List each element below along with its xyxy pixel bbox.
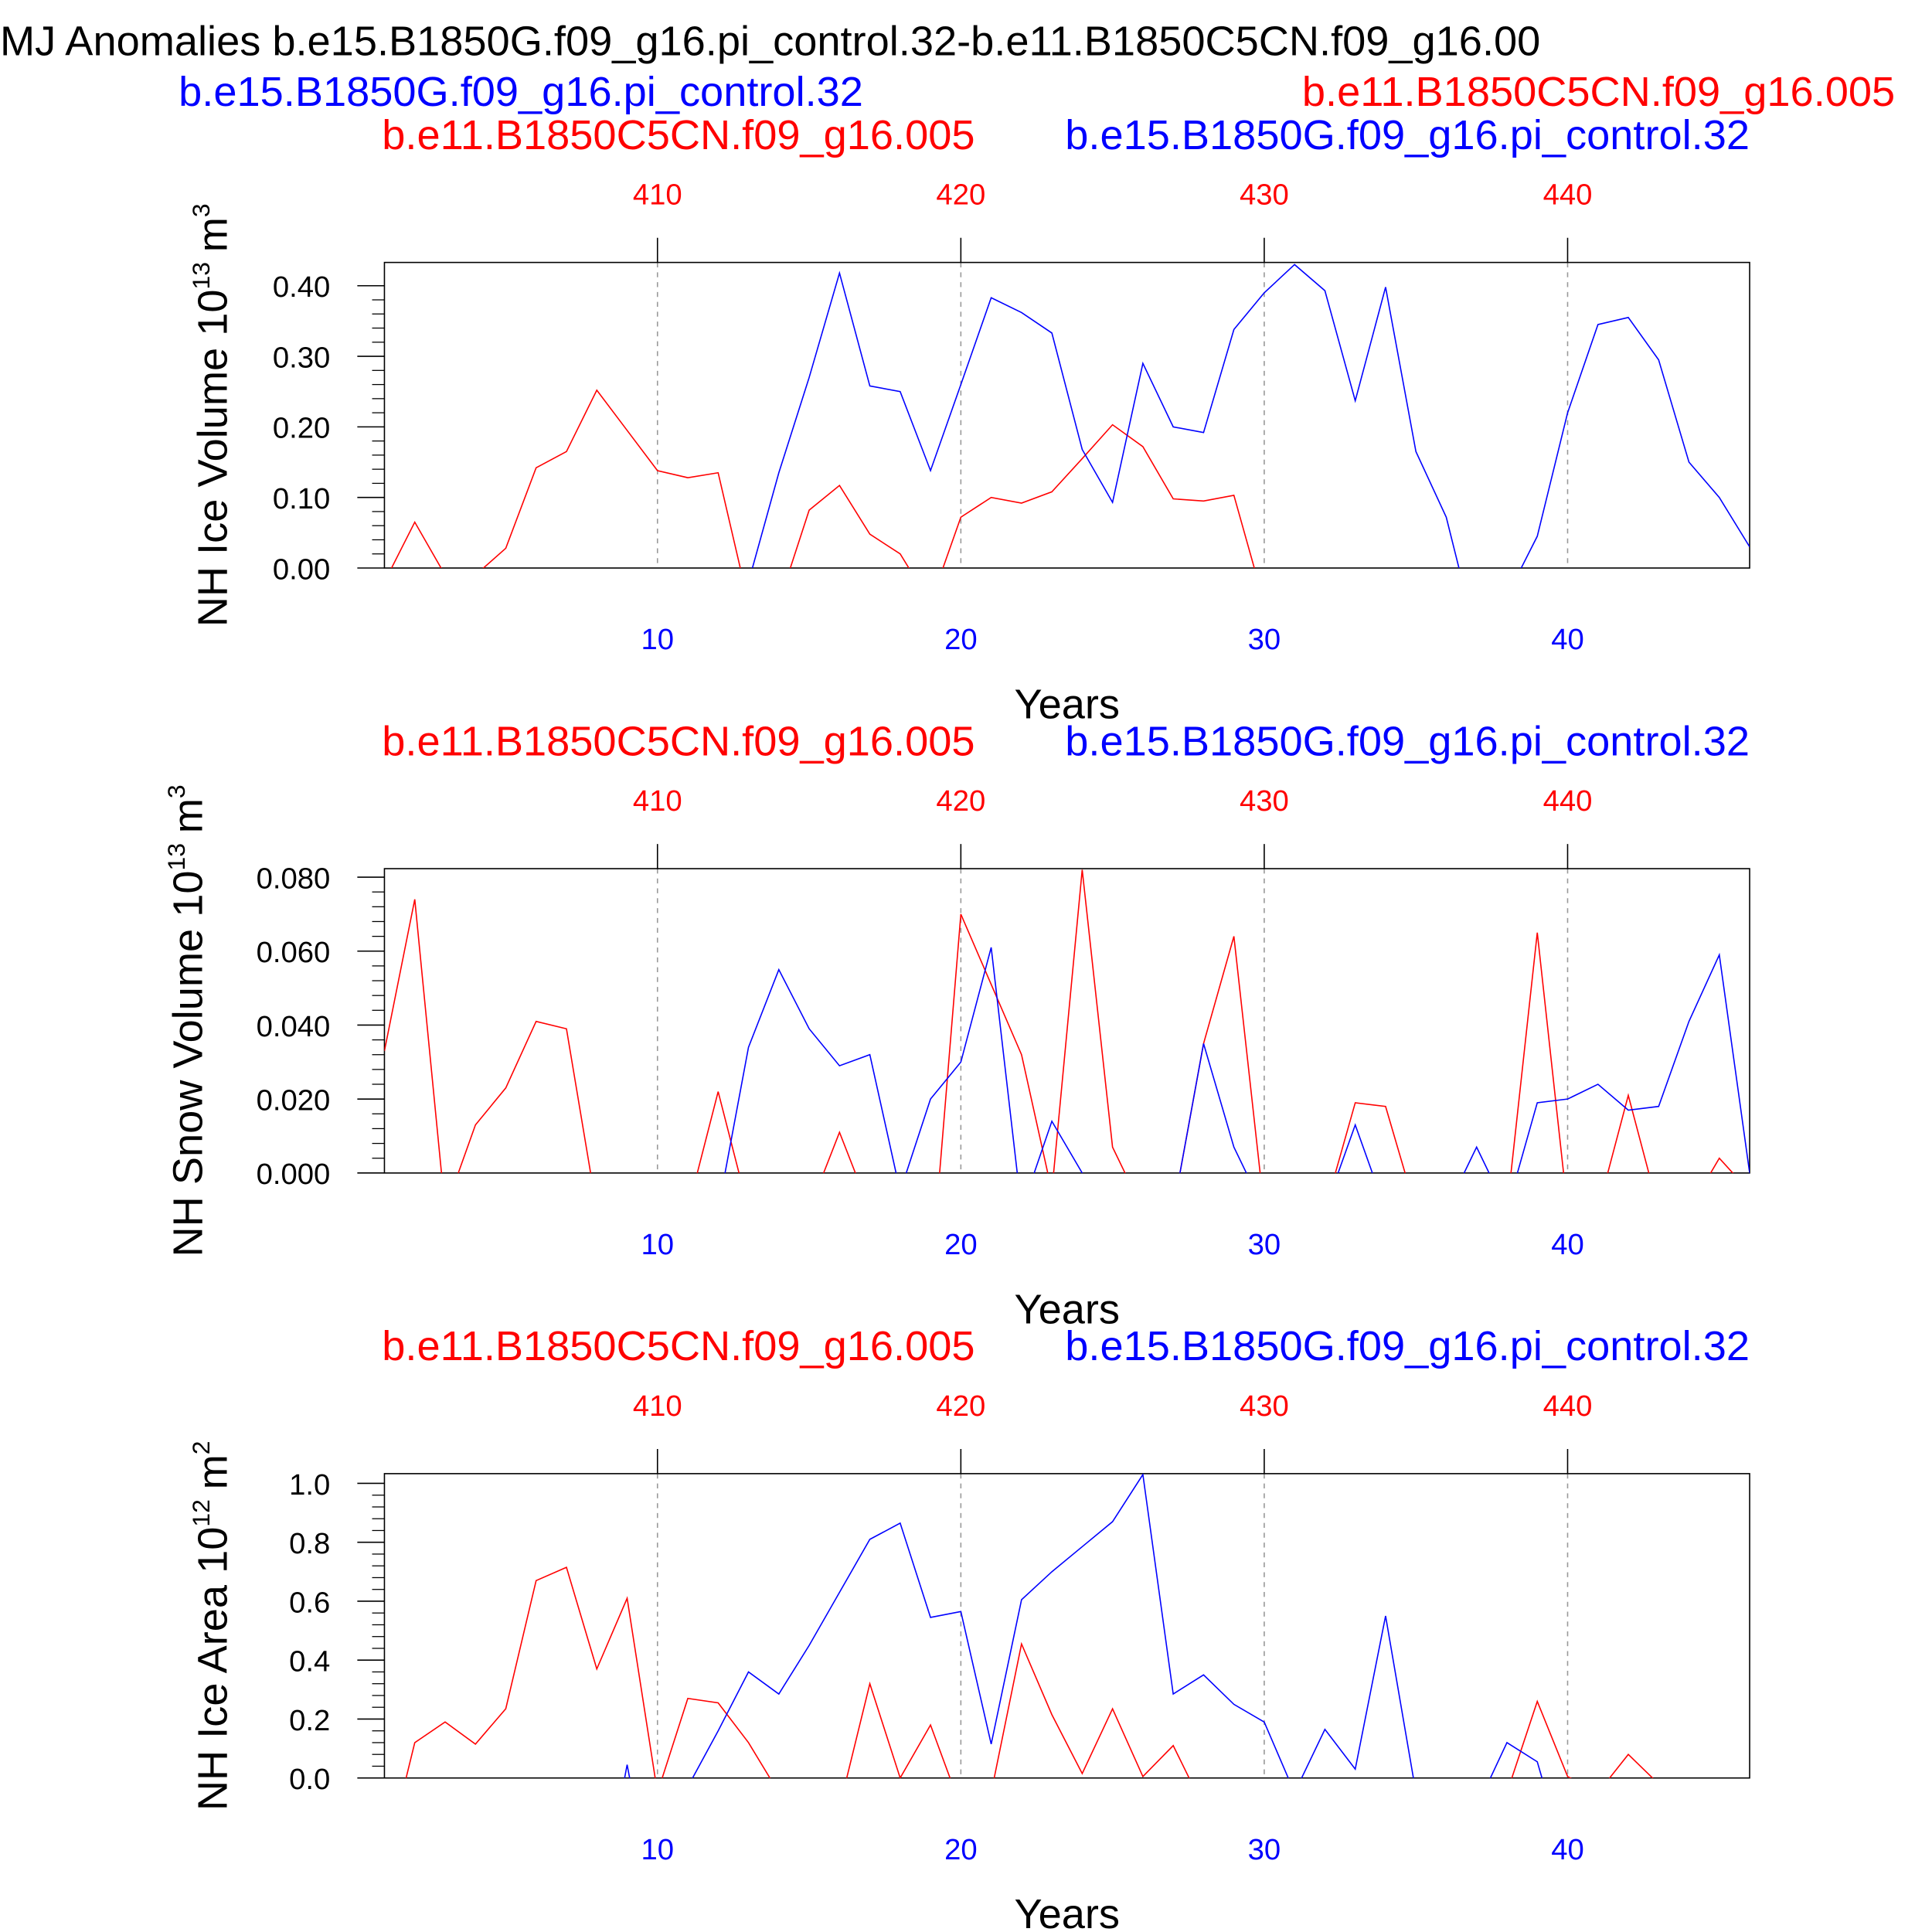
plot-frame <box>383 261 1750 569</box>
y-axis-label-part: 3 <box>187 203 215 217</box>
y-axis-label-part: 13 <box>187 262 215 289</box>
y-tick-label: 0.10 <box>273 482 330 515</box>
y-axis-label-part: NH Ice Area 10 <box>189 1527 236 1811</box>
y-axis-label-part: m <box>165 798 211 833</box>
y-axis-label: NH Ice Area 1012 m2 <box>187 1441 236 1811</box>
x-tick-label: 40 <box>1551 623 1584 656</box>
x2-tick-label: 420 <box>936 784 985 818</box>
x2-tick-label: 420 <box>936 179 985 212</box>
x2-tick-label: 410 <box>633 1389 682 1423</box>
x-tick-label: 40 <box>1551 1833 1584 1866</box>
series-label-right: b.e15.B1850G.f09_g16.pi_control.32 <box>1065 718 1750 764</box>
x2-tick-label: 410 <box>633 784 682 818</box>
x-tick-label: 20 <box>944 1833 978 1866</box>
x-axis-label: Years <box>1014 682 1120 728</box>
series-label-right: b.e15.B1850G.f09_g16.pi_control.32 <box>1065 112 1750 158</box>
x2-tick-label: 430 <box>1240 179 1289 212</box>
y-tick-label: 0.080 <box>257 862 331 895</box>
y-tick-label: 0.060 <box>257 936 331 969</box>
y-axis-label: NH Ice Volume 1013 m3 <box>187 203 236 627</box>
x-axis-label: Years <box>1014 1891 1120 1932</box>
y-axis-label-part: 2 <box>187 1441 215 1455</box>
x-tick-label: 10 <box>641 623 674 656</box>
panel: b.e11.B1850C5CN.f09_g16.005 b.e15.B1850G.… <box>187 112 1750 728</box>
y-tick-label: 0.040 <box>257 1010 331 1043</box>
x-tick-label: 10 <box>641 1228 674 1261</box>
series-line <box>390 389 1255 569</box>
y-tick-label: 0.30 <box>273 341 330 374</box>
y-tick-label: 0.40 <box>273 270 330 304</box>
series-label-left: b.e11.B1850C5CN.f09_g16.005 <box>382 1323 975 1369</box>
series-label-left: b.e11.B1850C5CN.f09_g16.005 <box>382 718 975 764</box>
panel: b.e11.B1850C5CN.f09_g16.005 b.e15.B1850G.… <box>187 1323 1750 1932</box>
x2-tick-label: 440 <box>1543 784 1593 818</box>
y-tick-label: 0.8 <box>289 1527 330 1560</box>
x-tick-label: 30 <box>1248 1833 1281 1866</box>
series-line <box>724 947 1750 1173</box>
series-line <box>405 1566 1654 1778</box>
x-tick-label: 40 <box>1551 1228 1584 1261</box>
y-tick-label: 0.0 <box>289 1763 330 1796</box>
chart-title: MJ Anomalies b.e15.B1850G.f09_g16.pi_con… <box>0 19 1540 65</box>
y-axis-label-part: m <box>189 217 236 252</box>
plot-frame <box>383 868 1750 1174</box>
x2-tick-label: 440 <box>1543 1389 1593 1423</box>
x-tick-label: 20 <box>944 623 978 656</box>
y-axis-label-part: 13 <box>162 843 190 870</box>
y-tick-label: 0.4 <box>289 1645 330 1679</box>
y-tick-label: 0.000 <box>257 1158 331 1191</box>
header-right: b.e11.B1850C5CN.f09_g16.005 <box>1302 69 1895 115</box>
y-axis-label-part: NH Ice Volume 10 <box>189 289 236 627</box>
y-tick-label: 1.0 <box>289 1468 330 1502</box>
x2-tick-label: 430 <box>1240 1389 1289 1423</box>
x-tick-label: 30 <box>1248 1228 1281 1261</box>
x-axis-label: Years <box>1014 1286 1120 1332</box>
x2-tick-label: 420 <box>936 1389 985 1423</box>
y-tick-label: 0.6 <box>289 1586 330 1619</box>
y-axis-label-part: 12 <box>187 1499 215 1526</box>
series-line <box>384 869 1734 1173</box>
x2-tick-label: 410 <box>633 179 682 212</box>
y-axis-label-part: 3 <box>162 784 190 798</box>
y-axis-label-part: NH Snow Volume 10 <box>165 870 211 1257</box>
series-label-left: b.e11.B1850C5CN.f09_g16.005 <box>382 112 975 158</box>
y-axis-label-part: m <box>189 1454 236 1489</box>
x-tick-label: 30 <box>1248 623 1281 656</box>
y-tick-label: 0.00 <box>273 553 330 586</box>
series-line <box>624 1473 1543 1778</box>
x2-tick-label: 430 <box>1240 784 1289 818</box>
series-label-right: b.e15.B1850G.f09_g16.pi_control.32 <box>1065 1323 1750 1369</box>
y-tick-label: 0.020 <box>257 1084 331 1117</box>
x-tick-label: 10 <box>641 1833 674 1866</box>
header-left: b.e15.B1850G.f09_g16.pi_control.32 <box>179 69 863 115</box>
series-line <box>751 264 1750 569</box>
y-tick-label: 0.2 <box>289 1704 330 1737</box>
y-tick-label: 0.20 <box>273 412 330 445</box>
x2-tick-label: 440 <box>1543 179 1593 212</box>
y-axis-label: NH Snow Volume 1013 m3 <box>162 784 211 1257</box>
x-tick-label: 20 <box>944 1228 978 1261</box>
plot-frame <box>383 1473 1750 1779</box>
panel: b.e11.B1850C5CN.f09_g16.005 b.e15.B1850G.… <box>162 718 1750 1332</box>
